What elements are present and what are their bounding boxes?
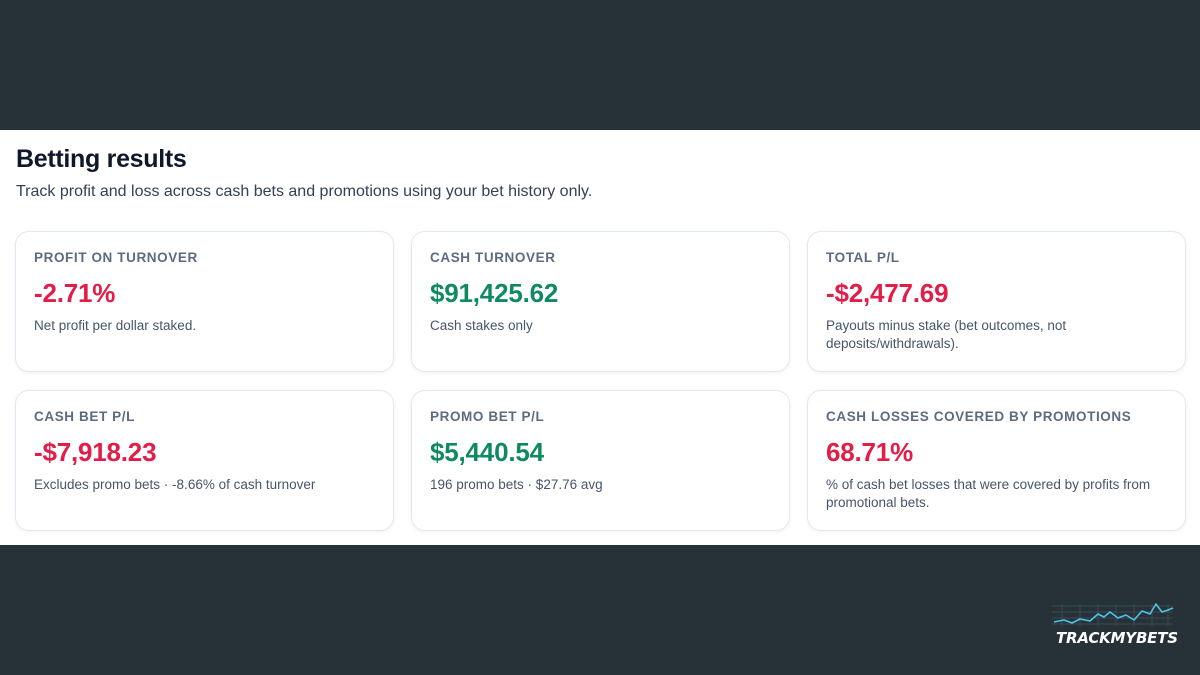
metric-card-total-pl: TOTAL P/L -$2,477.69 Payouts minus stake… <box>807 231 1186 372</box>
metric-label: PROFIT ON TURNOVER <box>34 250 198 265</box>
metric-value: -2.71% <box>34 278 116 308</box>
metric-label: PROMO BET P/L <box>430 409 545 424</box>
metric-card-profit-on-turnover: PROFIT ON TURNOVER -2.71% Net profit per… <box>15 231 394 372</box>
brand-logo: TRACKMYBETS <box>1050 598 1178 654</box>
metric-label: CASH BET P/L <box>34 409 135 424</box>
metric-card-promo-bet-pl: PROMO BET P/L $5,440.54 196 promo bets ·… <box>411 390 790 531</box>
metric-value: -$2,477.69 <box>826 278 949 308</box>
metric-description: Net profit per dollar staked. <box>34 318 197 333</box>
metric-description: Payouts minus stake (bet outcomes, not d… <box>826 318 1067 351</box>
metric-card-cash-bet-pl: CASH BET P/L -$7,918.23 Excludes promo b… <box>15 390 394 531</box>
metric-label: CASH TURNOVER <box>430 250 556 265</box>
metric-value: $91,425.62 <box>430 278 559 308</box>
metric-label: CASH LOSSES COVERED BY PROMOTIONS <box>826 409 1132 424</box>
metric-value: $5,440.54 <box>430 437 544 467</box>
page-subtitle: Track profit and loss across cash bets a… <box>16 183 593 200</box>
metric-card-cash-turnover: CASH TURNOVER $91,425.62 Cash stakes onl… <box>411 231 790 372</box>
metric-description: 196 promo bets · $27.76 avg <box>430 477 603 492</box>
brand-name: TRACKMYBETS <box>1056 629 1178 647</box>
metrics-grid: PROFIT ON TURNOVER -2.71% Net profit per… <box>15 231 1186 531</box>
metric-description: % of cash bet losses that were covered b… <box>826 477 1151 510</box>
metric-description: Cash stakes only <box>430 318 533 333</box>
results-panel: Betting results Track profit and loss ac… <box>0 130 1200 545</box>
page-title: Betting results <box>16 145 187 173</box>
metric-card-losses-covered: CASH LOSSES COVERED BY PROMOTIONS 68.71%… <box>807 390 1186 531</box>
metric-value: 68.71% <box>826 437 913 467</box>
sparkline-logo-icon <box>1050 598 1175 630</box>
metric-label: TOTAL P/L <box>826 250 900 265</box>
metric-value: -$7,918.23 <box>34 437 157 467</box>
metric-description: Excludes promo bets · -8.66% of cash tur… <box>34 477 316 492</box>
